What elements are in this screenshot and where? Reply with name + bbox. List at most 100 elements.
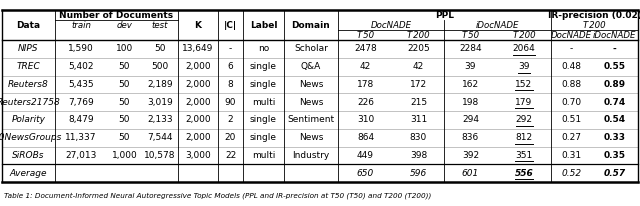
Text: 1,590: 1,590: [68, 44, 94, 53]
Text: News: News: [299, 133, 323, 142]
Text: test: test: [152, 21, 168, 29]
Text: multi: multi: [252, 151, 275, 160]
Text: 50: 50: [119, 80, 131, 89]
Text: Domain: Domain: [292, 21, 330, 29]
Text: 7,544: 7,544: [147, 133, 173, 142]
Text: 0.88: 0.88: [561, 80, 582, 89]
Text: 8: 8: [228, 80, 234, 89]
Text: 10,578: 10,578: [144, 151, 176, 160]
Text: 601: 601: [462, 169, 479, 178]
Text: 2,133: 2,133: [147, 115, 173, 124]
Text: 0.54: 0.54: [604, 115, 625, 124]
Text: 27,013: 27,013: [65, 151, 97, 160]
Text: 0.74: 0.74: [604, 98, 626, 107]
Text: 20NewsGroups: 20NewsGroups: [0, 133, 63, 142]
Text: 310: 310: [357, 115, 374, 124]
Text: Table 1: Document-Informed Neural Autoregressive Topic Models (PPL and IR-precis: Table 1: Document-Informed Neural Autore…: [4, 193, 431, 199]
Text: 2,000: 2,000: [185, 62, 211, 71]
Text: 0.48: 0.48: [561, 62, 582, 71]
Text: -: -: [229, 44, 232, 53]
Text: 2205: 2205: [407, 44, 430, 53]
Text: 449: 449: [357, 151, 374, 160]
Text: 351: 351: [515, 151, 532, 160]
Text: 2,000: 2,000: [185, 80, 211, 89]
Text: 0.52: 0.52: [561, 169, 582, 178]
Text: 830: 830: [410, 133, 427, 142]
Text: 5,402: 5,402: [68, 62, 93, 71]
Text: 2284: 2284: [459, 44, 482, 53]
Text: 2,000: 2,000: [185, 133, 211, 142]
Text: 392: 392: [462, 151, 479, 160]
Text: 178: 178: [357, 80, 374, 89]
Text: T 200: T 200: [407, 30, 430, 40]
Text: 90: 90: [225, 98, 236, 107]
Text: Reuters8: Reuters8: [8, 80, 49, 89]
Text: 2,189: 2,189: [147, 80, 173, 89]
Text: 0.51: 0.51: [561, 115, 582, 124]
Text: 42: 42: [360, 62, 371, 71]
Text: dev: dev: [116, 21, 132, 29]
Text: 2,000: 2,000: [185, 98, 211, 107]
Text: single: single: [250, 115, 277, 124]
Text: T 50: T 50: [462, 30, 479, 40]
Text: single: single: [250, 133, 277, 142]
Text: |C|: |C|: [224, 21, 237, 29]
Text: 311: 311: [410, 115, 427, 124]
Text: single: single: [250, 80, 277, 89]
Text: 0.89: 0.89: [604, 80, 625, 89]
Text: iDocNADE: iDocNADE: [593, 30, 636, 40]
Text: 650: 650: [357, 169, 374, 178]
Text: News: News: [299, 80, 323, 89]
Text: 0.70: 0.70: [561, 98, 582, 107]
Text: 5,435: 5,435: [68, 80, 94, 89]
Text: iDocNADE: iDocNADE: [476, 21, 519, 29]
Text: 100: 100: [116, 44, 133, 53]
Text: 42: 42: [413, 62, 424, 71]
Text: 11,337: 11,337: [65, 133, 97, 142]
Text: Scholar: Scholar: [294, 44, 328, 53]
Text: Sentiment: Sentiment: [287, 115, 335, 124]
Text: Average: Average: [10, 169, 47, 178]
Text: Label: Label: [250, 21, 277, 29]
Text: 2064: 2064: [513, 44, 536, 53]
Text: K: K: [195, 21, 202, 29]
Text: 226: 226: [357, 98, 374, 107]
Text: DocNADE: DocNADE: [551, 30, 592, 40]
Text: 50: 50: [119, 98, 131, 107]
Text: 556: 556: [515, 169, 533, 178]
Text: DocNADE: DocNADE: [371, 21, 412, 29]
Text: multi: multi: [252, 98, 275, 107]
Text: Industry: Industry: [292, 151, 330, 160]
Text: 172: 172: [410, 80, 427, 89]
Text: 39: 39: [518, 62, 530, 71]
Text: Polarity: Polarity: [12, 115, 45, 124]
Text: 39: 39: [465, 62, 476, 71]
Text: 7,769: 7,769: [68, 98, 94, 107]
Text: -: -: [612, 44, 616, 53]
Text: 179: 179: [515, 98, 532, 107]
Text: 198: 198: [462, 98, 479, 107]
Text: News: News: [299, 98, 323, 107]
Text: single: single: [250, 62, 277, 71]
Text: 8,479: 8,479: [68, 115, 94, 124]
Text: PPL: PPL: [435, 11, 454, 20]
Text: 812: 812: [515, 133, 532, 142]
Text: 2: 2: [228, 115, 234, 124]
Text: 0.27: 0.27: [561, 133, 582, 142]
Text: 0.55: 0.55: [604, 62, 625, 71]
Text: IR-precision (0.02): IR-precision (0.02): [548, 11, 640, 20]
Text: 0.31: 0.31: [561, 151, 582, 160]
Text: 2478: 2478: [354, 44, 377, 53]
Text: 836: 836: [462, 133, 479, 142]
Text: 0.33: 0.33: [604, 133, 625, 142]
Text: 864: 864: [357, 133, 374, 142]
Text: 20: 20: [225, 133, 236, 142]
Text: 50: 50: [119, 115, 131, 124]
Text: 50: 50: [154, 44, 166, 53]
Text: 3,019: 3,019: [147, 98, 173, 107]
Text: 215: 215: [410, 98, 427, 107]
Text: SiROBs: SiROBs: [12, 151, 45, 160]
Text: 2,000: 2,000: [185, 115, 211, 124]
Text: 22: 22: [225, 151, 236, 160]
Text: 3,000: 3,000: [185, 151, 211, 160]
